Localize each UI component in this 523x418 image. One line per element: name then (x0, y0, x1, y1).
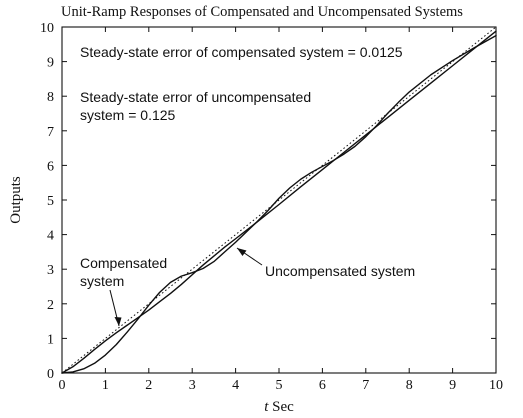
uncompensated-system-curve (61, 34, 497, 374)
x-tick-label: 5 (276, 378, 283, 393)
annotation-ss-error-compensated: Steady-state error of compensated system… (80, 44, 403, 60)
x-tick-label: 3 (189, 378, 196, 393)
chart-title: Unit-Ramp Responses of Compensated and U… (61, 4, 463, 20)
x-tick-label: 8 (406, 378, 413, 393)
y-axis-label: Outputs (8, 176, 24, 224)
y-tick-label: 6 (47, 159, 54, 174)
compensated-system-curve (61, 30, 497, 374)
uncompensated-label-arrowhead (237, 248, 247, 256)
x-tick-label: 2 (145, 378, 152, 393)
y-tick-label: 7 (47, 125, 54, 140)
annotation-ss-error-uncompensated-line1: Steady-state error of uncompensated (80, 89, 311, 105)
x-tick-label: 1 (102, 378, 109, 393)
x-tick-label: 7 (362, 378, 369, 393)
y-tick-label: 10 (40, 21, 54, 36)
y-tick-label: 2 (47, 298, 54, 313)
x-axis-label: t Sec (264, 399, 294, 415)
y-tick-label: 1 (47, 332, 54, 347)
annotation-compensated-line1: Compensated (80, 255, 167, 271)
y-tick-label: 5 (47, 194, 54, 209)
x-tick-label: 4 (232, 378, 239, 393)
y-tick-label: 8 (47, 90, 54, 105)
x-tick-label: 10 (489, 378, 503, 393)
compensated-label-arrowhead (114, 317, 122, 326)
y-tick-label: 4 (47, 229, 54, 244)
x-axis-label-unit: Sec (268, 399, 294, 415)
y-axis-ticks: 0 1 2 3 4 5 6 7 8 9 10 (40, 21, 496, 382)
x-tick-label: 6 (319, 378, 326, 393)
x-axis-ticks: 0 1 2 3 4 5 6 7 8 9 10 (59, 27, 503, 393)
x-axis-label-t: t (264, 399, 269, 415)
y-tick-label: 3 (47, 263, 54, 278)
annotation-ss-error-uncompensated-line2: system = 0.125 (80, 107, 176, 123)
annotation-compensated-line2: system (80, 273, 124, 289)
x-tick-label: 9 (449, 378, 456, 393)
y-tick-label: 9 (47, 56, 54, 71)
unit-ramp-reference-line (61, 26, 497, 374)
y-tick-label: 0 (47, 367, 54, 382)
annotation-uncompensated: Uncompensated system (265, 263, 415, 279)
x-tick-label: 0 (59, 378, 66, 393)
